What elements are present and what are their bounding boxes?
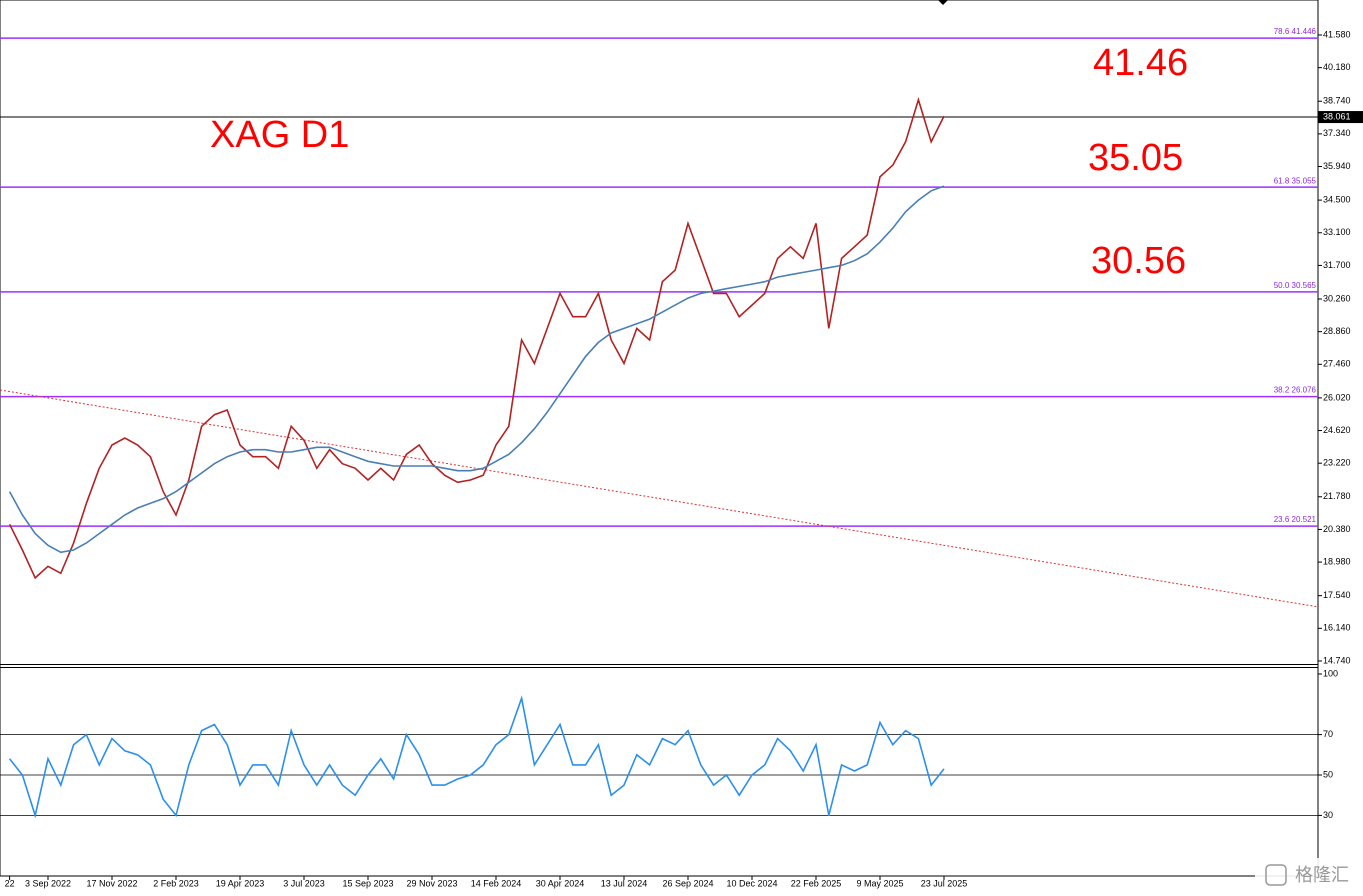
x-tick-label: 17 Nov 2022 bbox=[86, 878, 137, 888]
x-tick-label: 3 Sep 2022 bbox=[25, 878, 71, 888]
current-price-label: 38.061 bbox=[1323, 111, 1351, 121]
annotation: 35.05 bbox=[1088, 137, 1183, 179]
annotation: 30.56 bbox=[1091, 240, 1186, 282]
y-tick-label: 100 bbox=[1323, 668, 1338, 678]
y-tick-label: 50 bbox=[1323, 769, 1333, 779]
y-tick-label: 40.180 bbox=[1323, 62, 1351, 72]
x-tick-label: 14 Feb 2024 bbox=[471, 878, 522, 888]
plot-frame bbox=[0, 0, 1319, 877]
x-tick-label: 19 Apr 2023 bbox=[216, 878, 265, 888]
fib-label: 78.6 41.446 bbox=[1274, 27, 1317, 36]
x-tick-label: 29 Nov 2023 bbox=[406, 878, 457, 888]
y-tick-label: 21.780 bbox=[1323, 491, 1351, 501]
fib-label: 61.8 35.055 bbox=[1274, 176, 1317, 185]
fib-label: 50.0 30.565 bbox=[1274, 281, 1317, 290]
y-tick-label: 34.500 bbox=[1323, 194, 1351, 204]
y-tick-label: 18.980 bbox=[1323, 556, 1351, 566]
y-tick-label: 24.620 bbox=[1323, 425, 1351, 435]
y-tick-label: 28.860 bbox=[1323, 326, 1351, 336]
x-tick-label: 13 Jul 2024 bbox=[601, 878, 648, 888]
y-tick-label: 31.700 bbox=[1323, 260, 1351, 270]
watermark-box bbox=[1255, 858, 1359, 892]
x-tick-label: 10 Dec 2024 bbox=[726, 878, 777, 888]
y-tick-label: 17.540 bbox=[1323, 590, 1351, 600]
watermark: 格隆汇 bbox=[1295, 865, 1349, 885]
y-tick-label: 70 bbox=[1323, 729, 1333, 739]
trendline bbox=[0, 389, 1319, 608]
y-tick-label: 30.260 bbox=[1323, 293, 1351, 303]
y-tick-label: 26.020 bbox=[1323, 392, 1351, 402]
y-tick-label: 27.460 bbox=[1323, 359, 1351, 369]
y-tick-label: 33.100 bbox=[1323, 227, 1351, 237]
y-tick-label: 30 bbox=[1323, 810, 1333, 820]
y-tick-label: 38.740 bbox=[1323, 96, 1351, 106]
x-tick-label: 15 Sep 2023 bbox=[342, 878, 393, 888]
series-line bbox=[8, 97, 945, 580]
y-tick-label: 14.740 bbox=[1323, 655, 1351, 665]
x-tick-label: 9 May 2025 bbox=[856, 878, 903, 888]
series-line bbox=[8, 185, 945, 554]
y-tick-label: 23.220 bbox=[1323, 458, 1351, 468]
x-tick-label: 22 bbox=[5, 878, 15, 888]
x-tick-label: 3 Jul 2023 bbox=[283, 878, 325, 888]
x-tick-label: 23 Jul 2025 bbox=[921, 878, 968, 888]
annotation: 41.46 bbox=[1093, 42, 1188, 84]
x-tick-label: 22 Feb 2025 bbox=[791, 878, 842, 888]
x-tick-label: 30 Apr 2024 bbox=[536, 878, 585, 888]
y-tick-label: 35.940 bbox=[1323, 161, 1351, 171]
fib-label: 23.6 20.521 bbox=[1274, 515, 1317, 524]
fib-label: 38.2 26.076 bbox=[1274, 386, 1317, 395]
current-price-box bbox=[1318, 111, 1363, 124]
shift-marker bbox=[938, 0, 948, 5]
x-tick-label: 26 Sep 2024 bbox=[662, 878, 713, 888]
y-tick-label: 41.580 bbox=[1323, 29, 1351, 39]
y-tick-label: 20.380 bbox=[1323, 524, 1351, 534]
y-tick-label: 37.340 bbox=[1323, 128, 1351, 138]
watermark-icon bbox=[1265, 864, 1287, 886]
annotation: XAG D1 bbox=[210, 114, 349, 156]
x-tick-label: 2 Feb 2023 bbox=[153, 878, 199, 888]
y-tick-label: 16.140 bbox=[1323, 623, 1351, 633]
series-line bbox=[8, 695, 945, 819]
